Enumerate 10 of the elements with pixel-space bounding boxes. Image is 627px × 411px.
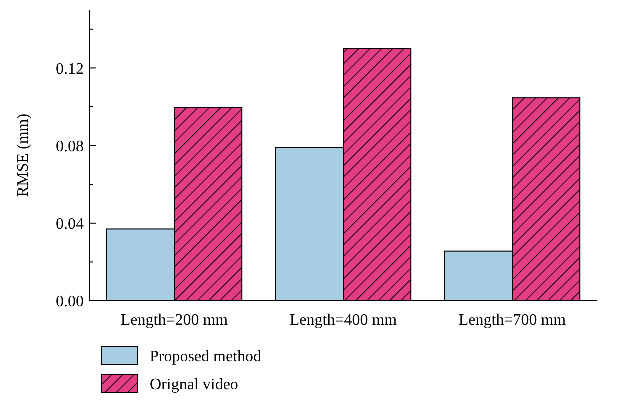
y-tick-label: 0.04	[56, 216, 84, 233]
x-tick-label: Length=200 mm	[120, 312, 229, 329]
y-axis-title: RMSE (mm)	[15, 114, 32, 198]
legend-label: Proposed method	[150, 348, 262, 366]
x-tick-label: Length=700 mm	[458, 312, 567, 329]
legend-label: Orignal video	[150, 376, 238, 394]
x-tick-label: Length=400 mm	[290, 312, 398, 329]
y-tick-label: 0.12	[56, 60, 84, 78]
y-tick-label: 0.00	[56, 294, 84, 311]
y-tick-label: 0.08	[56, 138, 84, 156]
